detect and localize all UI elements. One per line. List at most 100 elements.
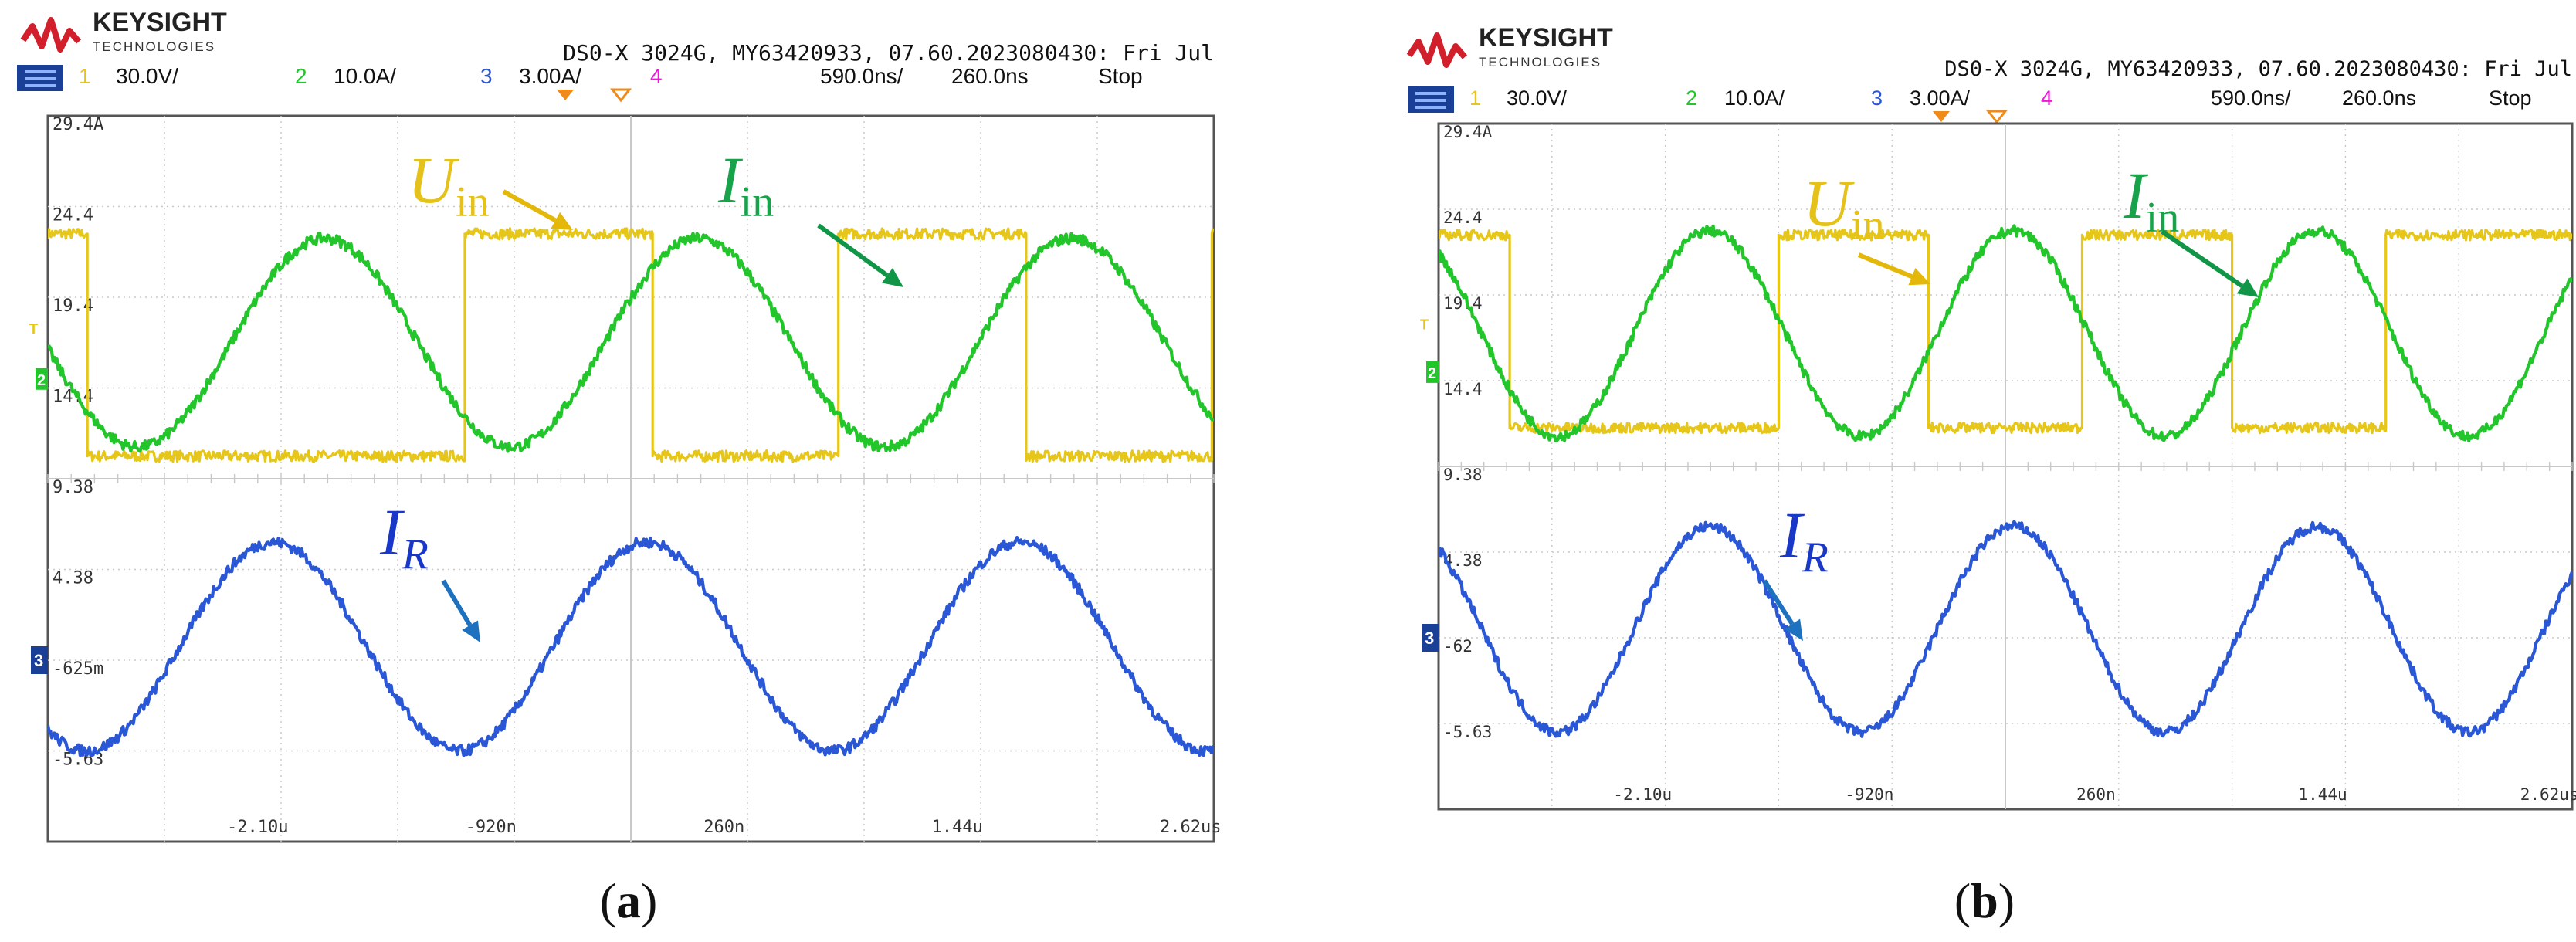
arrow-uin-shaft [502,189,557,222]
y-tick-label: 29.4A [1443,123,1493,141]
trigger-marker-icon [557,90,575,100]
ch1-marker-label: T [1420,317,1429,332]
arrow-uin-head [1908,268,1930,286]
caption-close: ) [641,873,657,928]
channel-bar: 1 30.0V/2 10.0A/3 3.00A/4 590.0ns/260.0ns Sto… [17,64,1143,103]
y-tick-label: -5.63 [53,751,103,770]
keysight-logo: KEYSIGHT TECHNOLOGIES [1406,23,1613,69]
arrow-ir-head [462,620,480,642]
run-status: Stop [2489,86,2532,110]
brand-sub: TECHNOLOGIES [93,39,215,54]
trace-ch1 [48,227,1214,463]
y-tick-label: -625m [53,659,103,679]
trace-ch3 [48,536,1214,757]
trace-ch2 [48,232,1214,453]
arrow-iin-head [881,268,903,287]
arrow-ir-head [1784,618,1803,641]
channel-ch3-scale: 3.00A/ [519,64,581,88]
menu-icon-line [25,84,56,87]
menu-icon-line [25,70,56,73]
arrow-ir-shaft [441,579,473,627]
menu-icon-line [1415,92,1446,95]
y-tick-label: -5.63 [1443,723,1492,741]
keysight-wave-icon [20,17,82,53]
label-iin: Iin [717,143,774,226]
delay-marker-icon [1985,110,2008,124]
arrow-iin-shaft [2161,229,2244,288]
x-tick-label: -920n [466,818,517,837]
label-ir-main: I [379,495,405,569]
y-tick-label: 29.4A [53,115,103,134]
ch3-marker-icon [31,646,48,674]
x-tick-label: -2.10u [1613,785,1672,804]
brand-name: KEYSIGHT [93,8,227,37]
x-tick-label: 1.44u [2298,785,2347,804]
scope-header: DS0-X 3024G, MY63420933, 07.60.202308043… [1944,57,2572,81]
panel-caption: (b) [1954,873,2015,928]
caption-open: ( [600,873,616,928]
arrow-uin-head [551,212,573,230]
caption-close: ) [1998,873,2015,928]
x-tick-label: 2.62us [1160,818,1221,837]
channel-ch1-scale: 30.0V/ [116,64,178,88]
ch2-marker-label: 2 [37,372,46,389]
delay-marker-icon [609,88,632,103]
ch1-marker-label: T [29,321,38,337]
scope-header: DS0-X 3024G, MY63420933, 07.60.202308043… [563,40,1214,66]
label-uin-sub: in [456,178,490,226]
label-uin-main: U [1803,166,1855,240]
y-tick-label: 24.4 [1443,208,1483,227]
panel-caption: (a) [600,873,658,928]
label-iin: Iin [2123,158,2179,242]
channel-ch2-num: 2 [1686,86,1697,110]
channel-ch3-num: 3 [1871,86,1883,110]
x-tick-label: -2.10u [227,818,288,837]
caption-letter: a [616,873,641,928]
trace-ch2 [1439,224,2572,443]
label-uin: Uin [1803,166,1885,249]
brand-name: KEYSIGHT [1479,23,1613,53]
caption-open: ( [1954,873,1971,928]
label-ir-main: I [1779,498,1805,572]
channel-ch2-scale: 10.0A/ [1724,86,1785,110]
scope-panel-b: KEYSIGHT TECHNOLOGIES DS0-X 3024G, MY63420… [1406,23,2576,928]
timebase-readout: 590.0ns/ [820,64,903,88]
x-tick-label: 260n [2076,785,2116,804]
brand-sub: TECHNOLOGIES [1479,55,1602,69]
ch2-marker-icon [1426,361,1439,383]
traces [48,227,1214,757]
channel-ch4-num: 4 [2041,86,2052,110]
label-iin-main: I [2123,158,2148,232]
ch3-marker-icon [1422,624,1439,652]
caption-letter: b [1971,873,1998,928]
label-uin-sub: in [1851,202,1885,249]
arrow-iin-shaft [817,223,889,278]
run-status: Stop [1098,64,1143,88]
delay-readout: 260.0ns [951,64,1029,88]
arrow-ir-shaft [1762,579,1795,625]
trace-ch3 [1439,520,2572,738]
trigger-marker-icon [1932,111,1950,122]
label-uin: Uin [408,143,490,226]
label-iin-sub: in [741,178,774,226]
y-tick-label: -62 [1443,637,1473,656]
channel-bar: 1 30.0V/2 10.0A/3 3.00A/4 590.0ns/260.0ns Sto… [1408,86,2532,124]
channel-ch2-num: 2 [295,64,307,88]
y-tick-label: 24.4 [53,206,93,225]
label-ir-sub: R [1802,534,1829,581]
arrow-uin-shaft [1857,252,1913,279]
keysight-logo: KEYSIGHT TECHNOLOGIES [20,8,227,54]
label-uin-main: U [408,143,459,217]
scope-panel-a: KEYSIGHT TECHNOLOGIES DS0-X 3024G, MY63420… [17,8,1222,928]
keysight-wave-icon [1406,32,1468,68]
menu-icon-line [1415,106,1446,109]
label-ir-sub: R [402,530,429,578]
y-tick-label: 9.38 [53,478,93,497]
traces [1439,224,2572,738]
label-ir: IR [379,495,429,578]
y-tick-label: 4.38 [53,569,93,588]
x-tick-label: -920n [1845,785,1893,804]
x-tick-label: 1.44u [932,818,983,837]
label-iin-main: I [717,143,743,217]
